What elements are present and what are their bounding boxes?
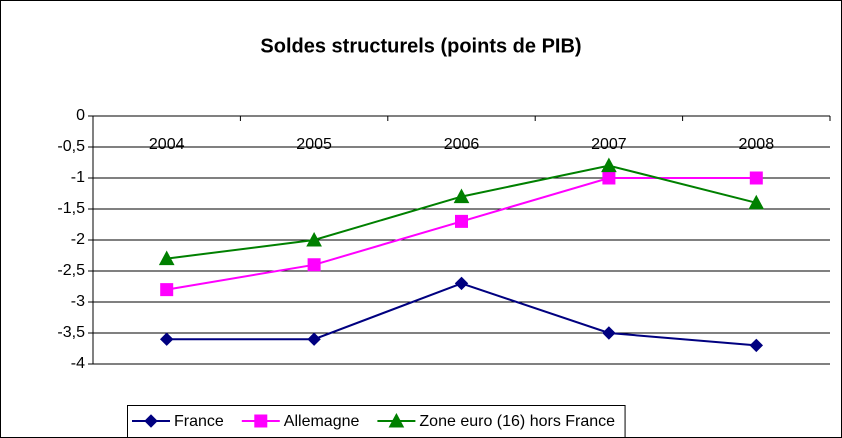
marker	[602, 326, 616, 340]
marker	[158, 250, 175, 266]
legend	[127, 405, 626, 438]
x-tick-label: 2004	[149, 136, 185, 153]
marker	[601, 157, 617, 173]
marker	[455, 214, 468, 228]
y-tick-label: -2	[71, 231, 85, 248]
y-tick-label: -1	[71, 169, 85, 186]
marker	[160, 283, 174, 297]
x-tick-label: 2008	[739, 136, 775, 153]
marker	[749, 338, 764, 353]
y-tick-label: 0	[76, 107, 85, 124]
marker	[159, 332, 174, 346]
marker	[306, 231, 322, 247]
x-tick-label: 2005	[296, 136, 332, 153]
y-tick-label: -4	[71, 355, 85, 372]
marker	[453, 188, 470, 204]
marker	[254, 414, 268, 428]
marker	[388, 412, 405, 428]
marker	[307, 258, 321, 272]
marker	[144, 414, 158, 428]
legend-label: France	[174, 413, 224, 430]
legend-label: Zone euro (16) hors France	[419, 413, 615, 430]
y-tick-label: -1,5	[57, 200, 85, 217]
y-tick-label: -3	[71, 293, 85, 310]
y-tick-label: -2,5	[57, 262, 85, 279]
marker	[749, 171, 763, 185]
marker	[307, 332, 321, 346]
marker	[748, 194, 765, 210]
x-tick-label: 2006	[444, 136, 480, 153]
y-tick-label: -3,5	[57, 324, 85, 341]
marker	[602, 171, 616, 185]
legend-label: Allemagne	[284, 413, 360, 430]
chart-title: Soldes structurels (points de PIB)	[260, 35, 581, 57]
marker	[454, 276, 469, 291]
y-tick-label: -0,5	[57, 138, 85, 155]
x-tick-label: 2007	[591, 136, 627, 153]
